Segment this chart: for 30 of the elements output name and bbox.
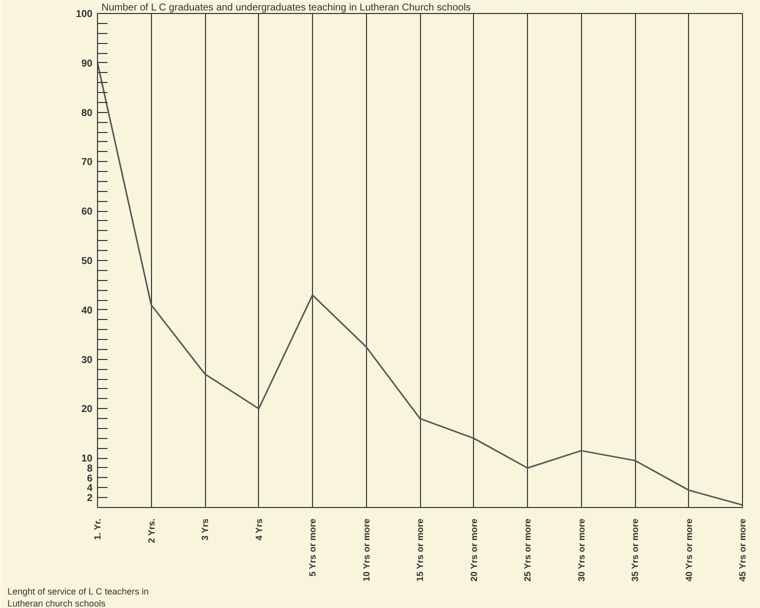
x-tick-label: 30 Yrs or more (576, 518, 586, 582)
y-tick-label: 100 (76, 9, 93, 20)
y-tick-label: 70 (81, 157, 93, 168)
y-tick-label: 8 (86, 463, 93, 474)
x-axis-title: Lenght of service of L C teachers in Lutheran church schools (8, 586, 149, 608)
x-tick-label: 10 Yrs or more (361, 518, 372, 582)
y-tick-label: 20 (81, 404, 93, 416)
y-tick-label: 60 (81, 206, 93, 218)
y-tick-label: 4 (86, 483, 93, 494)
y-tick-label: 10 (81, 454, 93, 465)
y-tick-label: 90 (81, 58, 93, 70)
y-tick-label: 6 (86, 473, 93, 484)
y-axis-title: Number of L C graduates and undergraduates teaching in Lutheran Church schools (102, 2, 471, 14)
y-tick-label: 30 (81, 354, 93, 366)
x-tick-label: 45 Yrs or more (738, 518, 748, 582)
x-tick-label: 3 Yrs (200, 518, 210, 541)
line-series (98, 62, 742, 506)
x-tick-label: 20 Yrs or more (468, 518, 479, 582)
y-tick-label: 40 (81, 305, 93, 316)
y-tick-label: 2 (86, 493, 93, 504)
x-tick-label: 5 Yrs or more (308, 518, 318, 577)
y-tick-label: 50 (81, 256, 93, 267)
x-tick-label: 1. Yr. (92, 518, 102, 540)
x-tick-label: 40 Yrs or more (684, 518, 694, 582)
x-tick-label: 2 Yrs. (146, 518, 156, 544)
x-tick-label: 15 Yrs or more (415, 518, 425, 582)
x-tick-label: 4 Yrs (254, 518, 264, 541)
x-tick-label: 25 Yrs or more (522, 518, 532, 582)
y-tick-label: 80 (81, 108, 93, 119)
x-tick-label: 35 Yrs or more (630, 518, 640, 582)
